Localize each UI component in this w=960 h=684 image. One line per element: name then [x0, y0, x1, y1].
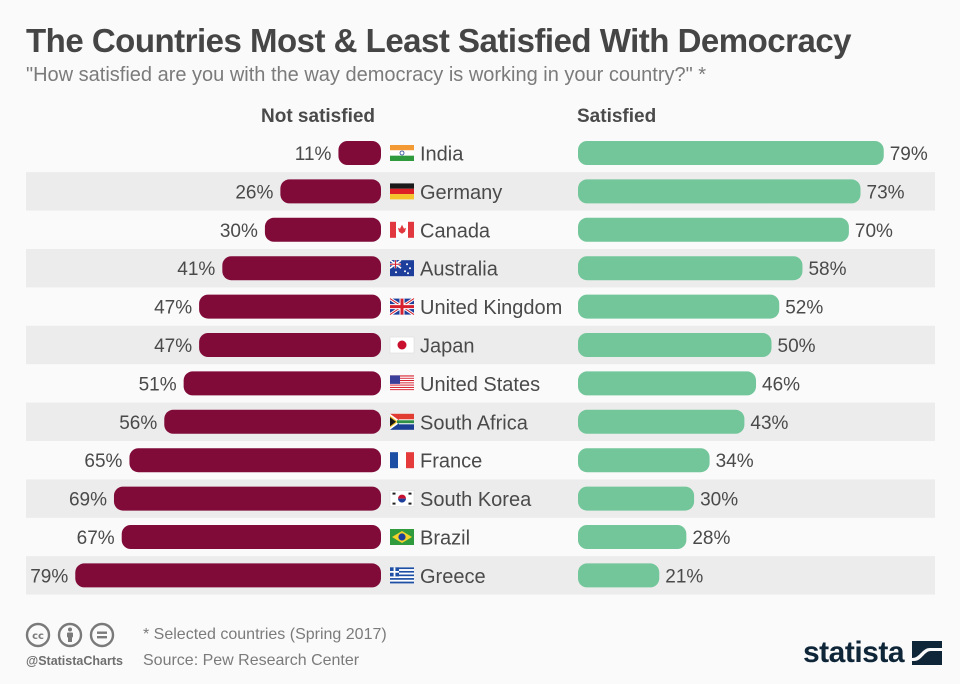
value-label-satisfied: 58%	[808, 259, 846, 280]
bar-satisfied	[578, 563, 660, 588]
country-label: Brazil	[420, 528, 470, 550]
statista-handle: @StatistaCharts	[26, 654, 123, 668]
cc-icon: cc	[25, 622, 51, 648]
country-label: South Korea	[420, 489, 532, 511]
bar-satisfied	[578, 448, 710, 473]
value-label-satisfied: 30%	[700, 490, 738, 511]
usa-flag	[390, 375, 414, 392]
value-label-not-satisfied: 30%	[220, 221, 258, 242]
brazil-flag	[390, 529, 414, 545]
country-label: Germany	[420, 182, 502, 204]
germany-flag	[390, 183, 414, 200]
legend-not-satisfied: Not satisfied	[261, 106, 376, 127]
value-label-not-satisfied: 41%	[177, 259, 215, 280]
value-label-satisfied: 52%	[785, 298, 823, 319]
bar-satisfied	[578, 333, 772, 357]
country-label: India	[420, 144, 464, 166]
bar-satisfied	[578, 256, 803, 281]
japan-flag	[389, 336, 415, 354]
statista-wordmark: statista	[803, 636, 905, 669]
statista-logo-icon	[912, 641, 943, 665]
south-korea-flag	[389, 490, 415, 507]
bar-not-satisfied	[121, 525, 382, 549]
bar-satisfied	[578, 525, 687, 549]
value-label-not-satisfied: 47%	[154, 336, 192, 357]
license-icons: cc	[25, 622, 115, 648]
country-label: Japan	[420, 336, 475, 358]
value-label-not-satisfied: 47%	[154, 298, 192, 319]
bar-satisfied	[578, 486, 695, 511]
value-label-not-satisfied: 69%	[69, 490, 107, 511]
uk-flag	[389, 297, 415, 316]
value-label-satisfied: 50%	[778, 336, 816, 357]
chart-title: The Countries Most & Least Satisfied Wit…	[26, 22, 852, 59]
bar-not-satisfied	[113, 486, 381, 511]
chart-subtitle: "How satisfied are you with the way demo…	[26, 64, 707, 86]
source-note: Source: Pew Research Center	[143, 652, 360, 669]
bar-satisfied	[578, 409, 745, 434]
value-label-not-satisfied: 79%	[30, 566, 68, 587]
bar-not-satisfied	[199, 333, 381, 357]
country-label: Greece	[420, 566, 486, 588]
bar-satisfied	[578, 294, 780, 319]
bar-not-satisfied	[183, 371, 381, 396]
value-label-satisfied: 46%	[762, 374, 800, 395]
bar-satisfied	[578, 371, 757, 396]
value-label-not-satisfied: 56%	[119, 413, 157, 434]
country-label: United States	[420, 374, 540, 396]
value-label-satisfied: 70%	[855, 221, 893, 242]
bar-satisfied	[578, 217, 849, 242]
bar-not-satisfied	[199, 294, 381, 319]
country-label: Canada	[420, 220, 491, 242]
value-label-not-satisfied: 67%	[77, 528, 115, 549]
country-label: Australia	[420, 259, 499, 281]
bar-not-satisfied	[280, 179, 381, 204]
bar-not-satisfied	[75, 563, 382, 588]
value-label-satisfied: 21%	[665, 566, 703, 587]
row-stripe	[26, 325, 935, 365]
bar-not-satisfied	[164, 409, 381, 434]
greece-flag	[390, 567, 414, 584]
india-flag	[390, 145, 414, 161]
legend-satisfied: Satisfied	[577, 106, 657, 127]
svg-text:cc: cc	[32, 631, 44, 642]
value-label-not-satisfied: 65%	[84, 451, 122, 472]
south-africa-flag	[390, 413, 414, 430]
bar-not-satisfied	[222, 256, 381, 281]
bar-satisfied	[578, 141, 884, 165]
bar-not-satisfied	[264, 217, 381, 242]
country-label: France	[420, 451, 482, 473]
value-label-not-satisfied: 26%	[235, 182, 273, 203]
no-derivatives-icon	[89, 622, 115, 648]
france-flag	[390, 452, 414, 469]
australia-flag	[389, 259, 414, 277]
footnote: * Selected countries (Spring 2017)	[143, 626, 387, 643]
country-label: South Africa	[420, 412, 529, 434]
country-label: United Kingdom	[420, 297, 562, 319]
value-label-satisfied: 34%	[716, 451, 754, 472]
canada-flag	[390, 221, 414, 238]
bar-satisfied	[578, 179, 861, 204]
value-label-satisfied: 28%	[692, 528, 730, 549]
bar-not-satisfied	[129, 448, 381, 473]
attribution-icon	[57, 622, 83, 648]
value-label-satisfied: 73%	[867, 182, 905, 203]
value-label-not-satisfied: 11%	[295, 144, 332, 165]
value-label-satisfied: 43%	[750, 413, 788, 434]
statista-logo[interactable]: statista	[803, 636, 943, 670]
bar-not-satisfied	[338, 141, 381, 165]
value-label-not-satisfied: 51%	[139, 374, 177, 395]
value-label-satisfied: 79%	[890, 144, 928, 165]
